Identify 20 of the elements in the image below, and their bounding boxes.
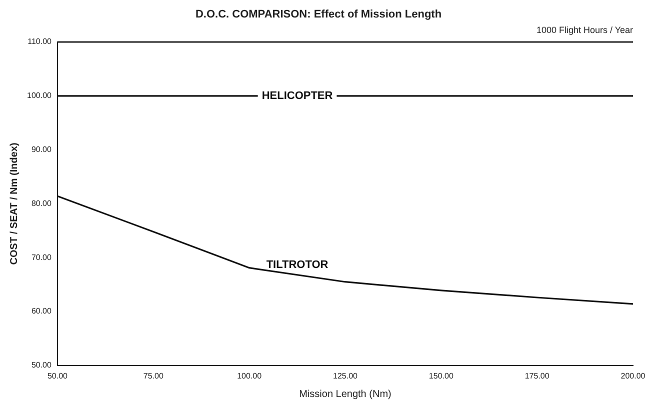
chart-subtitle: 1000 Flight Hours / Year (536, 25, 633, 36)
y-tick-label: 110.00 (28, 37, 52, 46)
x-tick-label: 125.00 (333, 371, 358, 380)
x-axis-title: Mission Length (Nm) (299, 388, 392, 400)
x-tick-label: 150.00 (428, 371, 454, 380)
y-tick-label: 70.00 (31, 252, 52, 262)
x-tick-label: 100.00 (237, 371, 262, 380)
series-label: HELICOPTER (262, 90, 333, 102)
x-tick-label: 200.00 (620, 371, 646, 380)
x-tick-label: 75.00 (143, 371, 164, 380)
y-tick-label: 90.00 (31, 145, 52, 154)
y-axis-title: COST / SEAT / Nm (Index) (8, 142, 20, 265)
x-tick-label: 50.00 (47, 371, 68, 380)
chart-title: D.O.C. COMPARISON: Effect of Mission Length (195, 8, 442, 21)
y-tick-label: 100.00 (27, 91, 52, 100)
series-label: TILTROTOR (266, 258, 328, 271)
x-tick-label: 175.00 (524, 371, 550, 380)
y-tick-label: 50.00 (31, 360, 52, 370)
y-tick-label: 60.00 (31, 306, 52, 316)
y-tick-label: 80.00 (31, 198, 52, 208)
